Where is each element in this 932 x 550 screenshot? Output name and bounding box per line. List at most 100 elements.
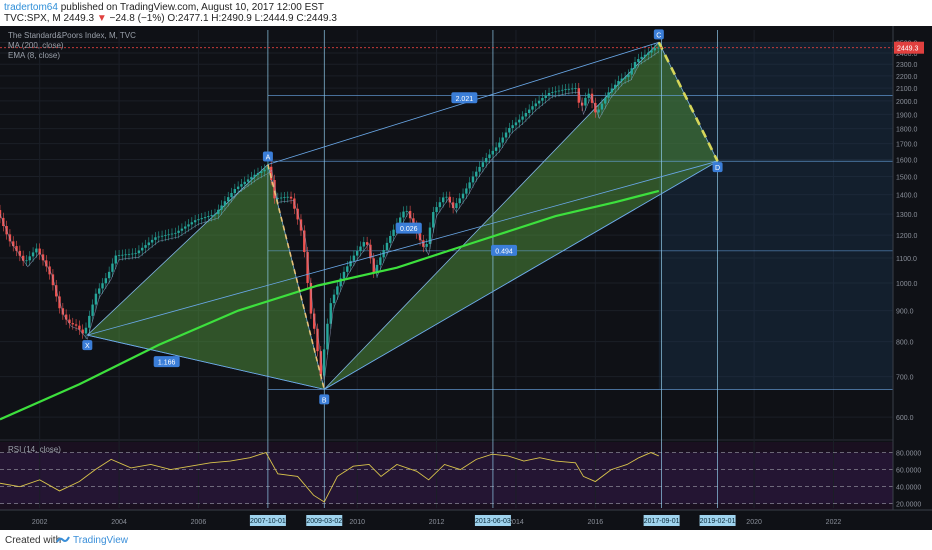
date-marker-label: 2009-03-02	[306, 518, 342, 525]
candle-body	[488, 154, 491, 159]
candle-body	[521, 116, 524, 120]
candle-body	[197, 219, 200, 221]
candle-body	[613, 84, 617, 89]
tradingview-brand-link[interactable]: TradingView	[73, 535, 129, 546]
candle-body	[580, 102, 584, 106]
rsi-band	[0, 452, 893, 504]
candle-body	[213, 214, 217, 216]
candle-body	[524, 113, 528, 117]
date-marker-box	[699, 515, 736, 526]
candle-body	[273, 180, 276, 199]
published-text: published on TradingView.com, August 10,…	[60, 2, 325, 13]
candle-body	[458, 198, 461, 204]
candle-body	[74, 324, 78, 326]
header: tradertom64 published on TradingView.com…	[0, 0, 932, 26]
candle-body	[647, 52, 650, 55]
candle-body	[147, 242, 151, 246]
candle-body	[438, 202, 442, 208]
candle-body	[498, 142, 501, 148]
year-tick-label: 2010	[349, 519, 365, 526]
year-tick-label: 2014	[508, 519, 524, 526]
date-marker-label: 2013-06-03	[475, 518, 511, 525]
last-price-label: 2449.3	[897, 46, 919, 53]
tradingview-logo-icon	[56, 536, 70, 543]
pattern-point-label: C	[656, 32, 661, 39]
candle-body	[587, 93, 590, 98]
candle-body	[455, 203, 458, 209]
candle-body	[306, 252, 309, 283]
candle-body	[623, 77, 627, 79]
price-chart[interactable]: 600.0 700.0 800.0 900.0 1000.0 1100.0 1200.0 13…	[0, 26, 932, 530]
candle-body	[428, 227, 432, 244]
candle-body	[217, 209, 220, 215]
candle-body	[537, 100, 541, 104]
candle-body	[356, 251, 359, 256]
ratio-label-box	[491, 244, 518, 256]
candle-body	[607, 92, 610, 98]
price-tick-label: 2300.0	[896, 62, 918, 69]
candle-body	[81, 329, 84, 334]
pattern-point-box	[82, 340, 93, 351]
candle-body	[174, 232, 177, 234]
candle-body	[223, 201, 227, 206]
pattern-point-label: D	[715, 165, 720, 172]
publish-line: tradertom64 published on TradingView.com…	[4, 2, 324, 14]
candle-body	[445, 196, 448, 198]
candle-body	[114, 255, 117, 264]
ratio-line-ac	[267, 41, 659, 165]
candle-body	[633, 62, 637, 69]
author-link[interactable]: tradertom64	[4, 2, 58, 13]
price-tick-label: 1700.0	[896, 142, 918, 149]
rsi-line	[0, 451, 660, 503]
candle-body	[131, 253, 134, 255]
chart-area[interactable]: 600.0 700.0 800.0 900.0 1000.0 1100.0 1200.0 13…	[0, 26, 932, 530]
date-marker-box	[474, 515, 511, 526]
candle-body	[141, 247, 144, 251]
price-tick-label: 2100.0	[896, 86, 918, 93]
candle-body	[38, 248, 41, 255]
pattern-point-label: X	[85, 343, 90, 350]
candle-body	[270, 166, 273, 181]
price-tick-label: 1400.0	[896, 193, 918, 200]
candle-body	[471, 176, 475, 183]
candle-body	[127, 253, 131, 255]
candle-body	[514, 122, 518, 126]
price-tick-label: 600.0	[896, 415, 914, 422]
candle-body	[574, 88, 577, 89]
candle-body	[68, 319, 71, 324]
symbol-line: TVC:SPX, M 2449.3 ▼ −24.8 (−1%) O:2477.1…	[4, 13, 337, 25]
candle-body	[372, 258, 375, 273]
candle-body	[190, 222, 194, 225]
candle-body	[164, 235, 167, 236]
candle-body	[256, 173, 260, 175]
candle-body	[398, 217, 402, 224]
candle-body	[432, 212, 435, 228]
candle-body	[313, 313, 316, 329]
candle-body	[402, 211, 405, 218]
candle-body	[230, 193, 233, 198]
candle-body	[303, 230, 306, 253]
candle-body	[405, 210, 409, 212]
candle-body	[425, 243, 428, 247]
candle-body	[15, 246, 18, 251]
rsi-tick-label: 60.0000	[896, 468, 921, 475]
rsi-info: RSI (14, close)	[8, 445, 61, 454]
year-tick-label: 2020	[746, 519, 762, 526]
candle-body	[124, 254, 127, 256]
candle-body	[64, 314, 68, 320]
candle-body	[422, 240, 425, 247]
price-change: −24.8 (−1%)	[109, 13, 165, 24]
candle-body	[207, 216, 210, 218]
candle-body	[279, 197, 283, 199]
candle-body	[94, 293, 98, 305]
candle-body	[134, 253, 137, 255]
candle-body	[494, 147, 498, 151]
year-tick-label: 2012	[429, 519, 445, 526]
candle-body	[484, 158, 488, 163]
year-tick-label: 2016	[588, 519, 604, 526]
rsi-tick-label: 20.0000	[896, 502, 921, 509]
candle-body	[504, 132, 508, 138]
candle-body	[236, 186, 240, 190]
candle-body	[12, 241, 15, 247]
candle-body	[577, 88, 580, 103]
